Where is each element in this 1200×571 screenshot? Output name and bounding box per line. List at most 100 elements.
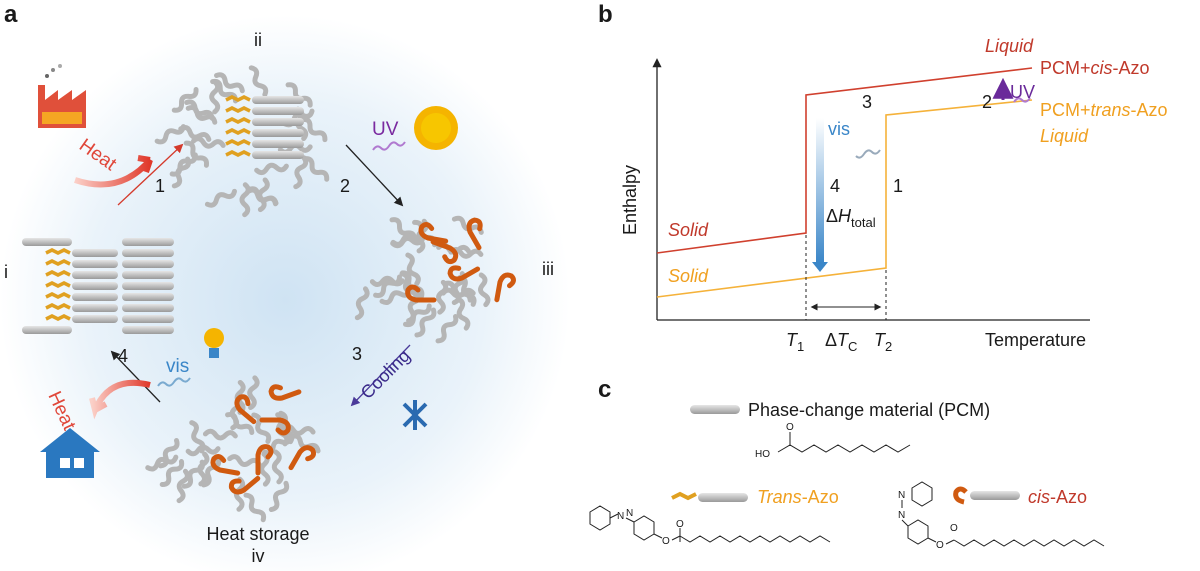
azo-tail bbox=[45, 259, 71, 266]
house-icon bbox=[40, 428, 100, 478]
fiber bbox=[390, 233, 425, 247]
atom: O bbox=[786, 422, 794, 433]
molecule-clusters bbox=[22, 65, 516, 523]
heat-arrow bbox=[74, 155, 153, 188]
rod bbox=[72, 304, 118, 312]
cis-azo bbox=[268, 384, 302, 401]
cis-curve bbox=[656, 67, 1033, 254]
azo-tail bbox=[45, 248, 71, 255]
fiber bbox=[201, 456, 222, 488]
cis-azo bbox=[234, 394, 257, 425]
state-label: iii bbox=[542, 259, 554, 279]
fiber bbox=[247, 375, 260, 411]
pcm-icon bbox=[690, 405, 740, 414]
rod bbox=[72, 249, 118, 257]
curve-label: PCM+cis-Azo bbox=[1040, 58, 1150, 78]
fiber bbox=[229, 395, 243, 431]
cis-azo bbox=[259, 417, 291, 436]
atom: HO bbox=[755, 449, 770, 460]
heat-arrow bbox=[89, 379, 151, 420]
atom: N bbox=[626, 508, 633, 519]
cis-azo bbox=[494, 272, 516, 303]
curve-label: PCM+trans-Azo bbox=[1040, 100, 1168, 120]
step-number: 4 bbox=[830, 176, 840, 196]
bulb-icon bbox=[204, 328, 224, 358]
rod bbox=[122, 304, 174, 312]
trans-curve bbox=[656, 99, 1033, 298]
rod bbox=[72, 271, 118, 279]
rod bbox=[252, 151, 304, 159]
fiber bbox=[183, 140, 210, 168]
fiber bbox=[436, 279, 449, 315]
azo-tail bbox=[45, 314, 71, 321]
step-number: 1 bbox=[893, 176, 903, 196]
caption: Heat storage bbox=[206, 524, 309, 544]
arrow bbox=[110, 350, 161, 403]
arrow bbox=[350, 344, 411, 407]
fiber bbox=[227, 454, 262, 467]
delta-tc-label: ΔTC bbox=[825, 330, 857, 354]
fiber bbox=[414, 307, 437, 338]
cis-azo bbox=[255, 444, 274, 476]
background-halo bbox=[0, 15, 570, 571]
fiber bbox=[293, 155, 309, 190]
light-wave bbox=[855, 149, 881, 159]
fiber bbox=[154, 124, 186, 145]
rod bbox=[252, 96, 304, 104]
arrow bbox=[117, 143, 184, 206]
rod bbox=[22, 238, 72, 246]
cis-icon bbox=[953, 486, 968, 505]
acid-chain bbox=[777, 444, 911, 453]
cis-azo bbox=[466, 217, 483, 251]
fiber bbox=[210, 78, 238, 104]
fiber bbox=[204, 188, 237, 208]
azo-tail bbox=[45, 303, 71, 310]
atom: O bbox=[662, 536, 670, 547]
fiber bbox=[202, 428, 238, 441]
azo-tail bbox=[225, 117, 251, 124]
fiber bbox=[478, 272, 491, 308]
legend-text: Phase-change material (PCM) bbox=[748, 400, 990, 420]
cis-azo bbox=[405, 284, 437, 303]
factory-icon bbox=[38, 64, 86, 128]
fiber bbox=[254, 162, 289, 176]
atom: N bbox=[898, 490, 905, 501]
fiber bbox=[399, 271, 419, 304]
fiber bbox=[442, 280, 473, 303]
phase-label: Liquid bbox=[985, 36, 1034, 56]
t2-label: T2 bbox=[874, 330, 892, 354]
azo-tail bbox=[225, 139, 251, 146]
rod bbox=[252, 107, 304, 115]
panel-label: c bbox=[598, 376, 611, 403]
fiber bbox=[271, 449, 284, 485]
fiber bbox=[402, 303, 432, 328]
vis-label: vis bbox=[166, 356, 189, 377]
fiber bbox=[191, 136, 226, 149]
fiber bbox=[251, 412, 272, 444]
delta-h-label: ΔHtotal bbox=[826, 206, 876, 230]
atom: O bbox=[676, 519, 684, 530]
light-wave bbox=[157, 377, 191, 387]
legend-text: cis-Azo bbox=[1028, 487, 1087, 507]
cis-azo bbox=[430, 239, 459, 265]
fiber bbox=[389, 217, 418, 243]
fiber bbox=[248, 65, 269, 98]
azo-tail bbox=[45, 281, 71, 288]
fiber bbox=[176, 468, 190, 504]
vis-arrow bbox=[816, 118, 824, 263]
fiber bbox=[209, 79, 221, 115]
fiber bbox=[171, 87, 199, 113]
cis-azo bbox=[228, 475, 261, 495]
arrow bbox=[345, 144, 404, 207]
azo-tail bbox=[45, 270, 71, 277]
fiber bbox=[405, 252, 421, 287]
step-number: 1 bbox=[155, 176, 165, 196]
t1-label: T1 bbox=[786, 330, 804, 354]
rod bbox=[22, 326, 72, 334]
rod bbox=[122, 260, 174, 268]
panel-label: a bbox=[4, 1, 18, 28]
fiber bbox=[189, 420, 206, 454]
panel-label: b bbox=[598, 1, 613, 28]
rod bbox=[122, 326, 174, 334]
phase-label: Solid bbox=[668, 266, 709, 286]
